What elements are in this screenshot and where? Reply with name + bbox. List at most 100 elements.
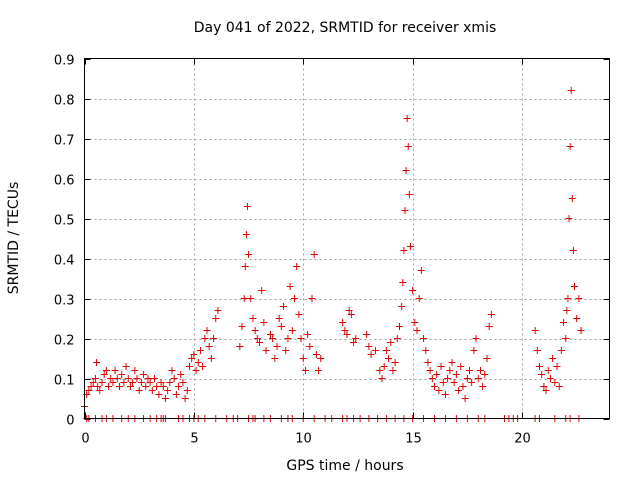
data-point [411,319,419,326]
data-point [350,339,358,346]
data-point [571,283,578,290]
data-point [137,379,145,386]
data-point [422,347,430,354]
data-point [448,359,456,366]
data-point [256,339,263,346]
data-point [280,303,288,310]
data-point [199,363,207,370]
data-point [131,367,139,374]
data-point [382,347,390,354]
data-point [277,323,285,330]
data-point [140,371,148,378]
data-point [345,307,353,314]
data-point [415,295,423,302]
data-point [560,319,568,326]
data-point [164,387,172,394]
data-point [406,243,414,250]
data-point [102,367,110,374]
data-point [124,375,132,382]
data-point [428,375,436,382]
data-point [339,319,347,326]
data-point [126,383,134,390]
data-point [179,379,187,386]
data-point [135,387,143,394]
data-point [301,367,309,374]
data-point [365,343,373,350]
data-point [100,371,108,378]
data-point [399,279,407,286]
x-tick-label: 10 [295,432,312,447]
data-point [533,347,541,354]
data-point [378,375,386,382]
data-point [555,383,563,390]
data-point [172,391,180,398]
data-point [262,347,270,354]
data-point [269,335,277,342]
data-point [463,375,471,382]
data-point [271,355,279,362]
x-tick-label: 5 [190,432,198,447]
data-point [431,383,438,390]
data-point [85,387,93,394]
data-point [405,191,413,198]
data-point [93,359,101,366]
data-point [188,355,196,362]
y-tick-label: 0.9 [54,54,75,69]
data-point [472,335,480,342]
data-point [435,387,443,394]
data-point [401,207,409,214]
data-point [413,327,421,334]
data-point [205,343,213,350]
data-point [170,375,178,382]
y-tick-label: 0.5 [54,214,75,229]
data-point [275,315,283,322]
data-point [441,391,449,398]
data-point [573,315,581,322]
data-point [286,283,294,290]
y-tick-label: 0.1 [54,374,75,389]
data-point [437,363,445,370]
data-point [306,343,314,350]
data-point [557,347,565,354]
data-point [181,395,189,402]
data-point [400,247,408,254]
data-point [310,251,318,258]
y-tick-label: 0.8 [54,94,75,109]
data-point [142,383,150,390]
data-point [485,323,493,330]
data-point [214,307,222,314]
data-point [96,387,104,394]
data-point [433,371,441,378]
grid [84,58,610,419]
data-point [474,375,482,382]
data-point [159,383,167,390]
data-point [120,379,128,386]
data-point [175,383,183,390]
data-point [249,315,257,322]
data-point [461,395,469,402]
data-point [89,379,97,386]
data-point [569,247,577,254]
data-point [111,367,119,374]
axis-ticks: 0 0.1 0.2 0.3 0.4 0.5 0.6 0.7 0.8 0.9 0 5 10 15 20 [54,54,610,447]
data-point [424,359,432,366]
data-point [385,355,393,362]
data-point [439,379,447,386]
data-point [396,323,403,330]
data-point [288,327,296,334]
data-point [457,363,465,370]
data-point [470,347,478,354]
data-point [196,347,204,354]
data-point [546,375,554,382]
data-point [479,383,487,390]
x-tick-label: 15 [405,432,422,447]
y-tick-label: 0.7 [54,134,75,149]
data-point [177,371,185,378]
data-point [161,395,169,402]
data-point [481,371,489,378]
chart-title: Day 041 of 2022, SRMTID for receiver xmi… [194,20,497,36]
data-point [146,379,154,386]
data-point [113,375,121,382]
data-point [531,327,539,334]
